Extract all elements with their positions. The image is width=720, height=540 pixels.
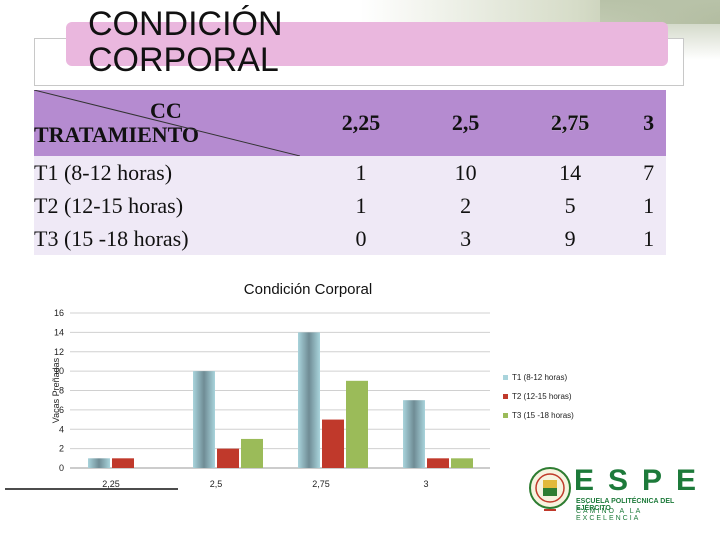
table-cell: 1	[300, 189, 422, 222]
legend-label: T2 (12-15 horas)	[512, 392, 572, 401]
x-tick-label: 2,25	[102, 479, 120, 489]
bar-t2	[112, 458, 134, 468]
y-tick-label: 0	[59, 463, 64, 473]
bar-t2	[427, 458, 449, 468]
table-header-row: CC TRATAMIENTO 2,25 2,5 2,75 3	[34, 90, 666, 156]
y-tick-label: 12	[54, 347, 64, 357]
y-tick-label: 14	[54, 327, 64, 337]
y-tick-label: 2	[59, 444, 64, 454]
bar-t3	[346, 380, 368, 468]
table-cell: 3	[422, 222, 510, 255]
table-row: T2 (12-15 horas) 1 2 5 1	[34, 189, 666, 222]
col-header: 2,75	[509, 90, 632, 156]
table-cell: 1	[631, 222, 666, 255]
slide-title: CONDICIÓN CORPORAL	[88, 5, 283, 79]
body-condition-table: CC TRATAMIENTO 2,25 2,5 2,75 3 T1 (8-12 …	[34, 90, 666, 255]
chart-title: Condición Corporal	[244, 281, 372, 298]
university-seal-icon	[529, 467, 571, 511]
bar-t2	[322, 419, 344, 468]
table-row: T1 (8-12 horas) 1 10 14 7	[34, 156, 666, 189]
espe-logo: ESPE ESCUELA POLITÉCNICA DEL EJÉRCITO CA…	[528, 464, 711, 526]
y-tick-label: 16	[54, 308, 64, 318]
logo-letters: ESPE	[574, 464, 711, 497]
row-label: T1 (8-12 horas)	[34, 156, 300, 189]
table-cell: 10	[422, 156, 510, 189]
y-axis-label: Vacas Preñadas	[51, 357, 61, 423]
title-bar	[66, 22, 668, 66]
col-header: 2,5	[422, 90, 510, 156]
bar-t3	[451, 458, 473, 468]
legend-swatch	[503, 413, 508, 418]
legend-swatch	[503, 394, 508, 399]
bar-t1	[403, 400, 425, 468]
header-treatment: TRATAMIENTO	[34, 122, 200, 147]
bar-t1	[88, 458, 110, 468]
x-tick-label: 3	[423, 479, 428, 489]
bar-t1	[298, 332, 320, 468]
table-cell: 1	[300, 156, 422, 189]
logo-subtitle: ESCUELA POLITÉCNICA DEL EJÉRCITO	[576, 498, 675, 512]
x-tick-label: 2,75	[312, 479, 330, 489]
col-header: 3	[631, 90, 666, 156]
table-cell: 9	[509, 222, 632, 255]
table-row: T3 (15 -18 horas) 0 3 9 1	[34, 222, 666, 255]
table-cell: 7	[631, 156, 666, 189]
col-header: 2,25	[300, 90, 422, 156]
legend-swatch	[503, 375, 508, 380]
logo-tagline: CAMINO A LA EXCELENCIA	[576, 508, 642, 522]
table-header-corner: CC TRATAMIENTO	[34, 90, 300, 156]
y-tick-label: 10	[54, 366, 64, 376]
legend-label: T1 (8-12 horas)	[512, 373, 567, 382]
x-tick-label: 2,5	[210, 479, 223, 489]
bar-t1	[193, 371, 215, 468]
bar-t3	[241, 438, 263, 468]
row-label: T2 (12-15 horas)	[34, 189, 300, 222]
diagonal-divider	[34, 90, 300, 156]
table-cell: 14	[509, 156, 632, 189]
bar-t2	[217, 448, 239, 468]
bar-chart: Condición Corporal 0 2 4 6 8 10 12 14 16 Vacas Pre…	[5, 281, 574, 490]
header-cc: CC	[150, 98, 182, 123]
table-cell: 0	[300, 222, 422, 255]
y-tick-label: 6	[59, 405, 64, 415]
y-tick-label: 8	[59, 386, 64, 396]
y-tick-label: 4	[59, 424, 64, 434]
row-label: T3 (15 -18 horas)	[34, 222, 300, 255]
legend-label: T3 (15 -18 horas)	[512, 411, 574, 420]
table-cell: 1	[631, 189, 666, 222]
table-cell: 2	[422, 189, 510, 222]
table-cell: 5	[509, 189, 632, 222]
